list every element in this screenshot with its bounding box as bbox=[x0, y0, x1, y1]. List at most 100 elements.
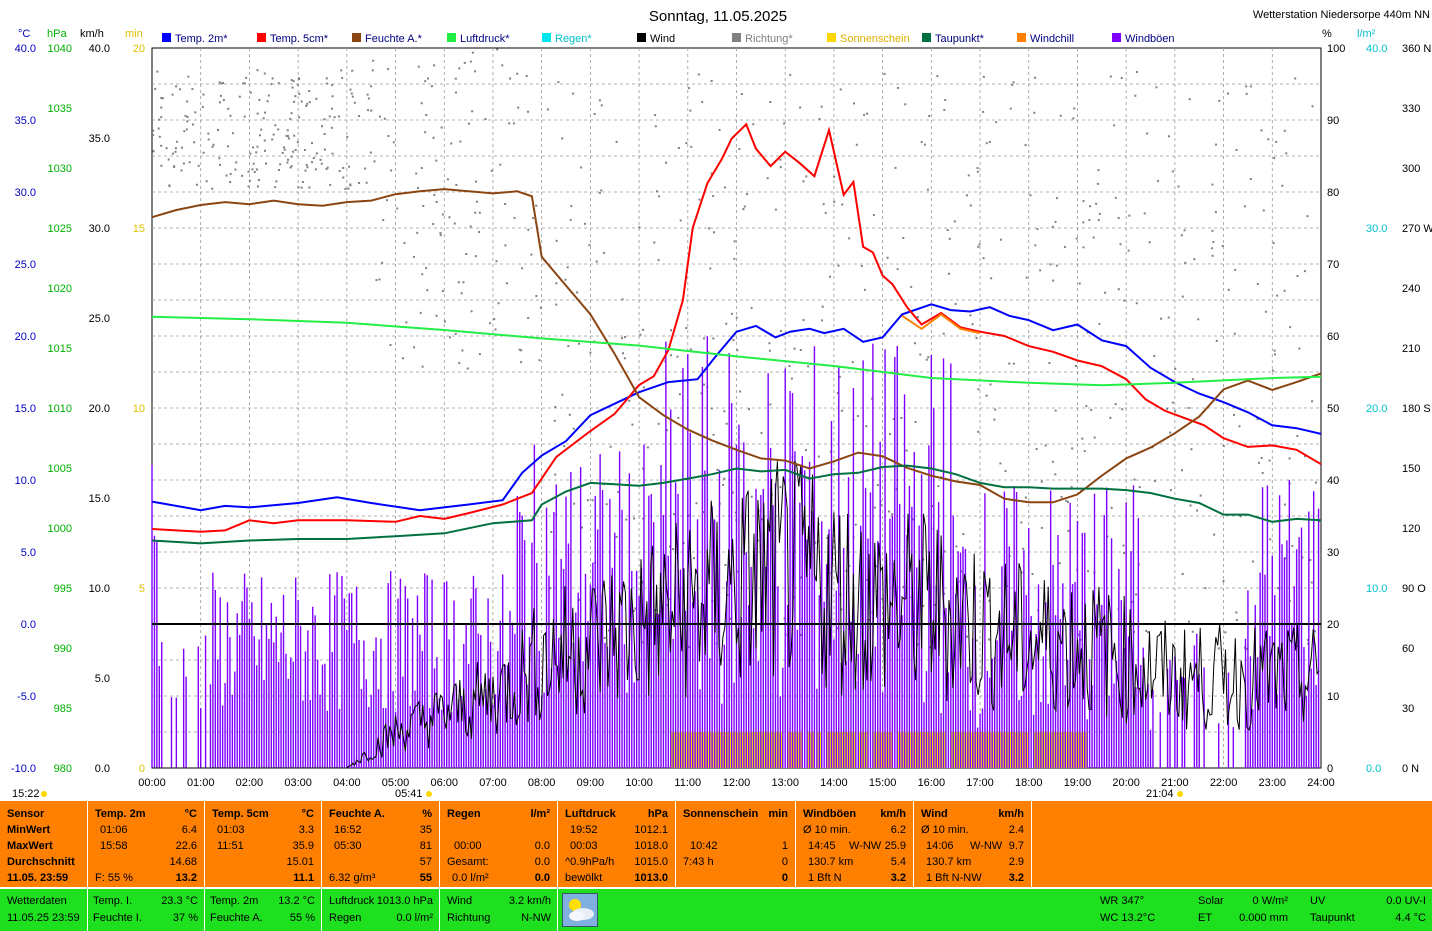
direction-dot bbox=[1249, 85, 1252, 88]
direction-dot bbox=[1077, 633, 1080, 636]
direction-dot bbox=[401, 357, 404, 360]
direction-dot bbox=[854, 523, 857, 526]
current-wind-label: Wind bbox=[447, 895, 473, 907]
y-tick-rain: 30.0 bbox=[1366, 223, 1387, 235]
y-tick-direction: 90 O bbox=[1402, 583, 1426, 595]
direction-dot bbox=[1309, 558, 1312, 561]
direction-dot bbox=[1113, 124, 1116, 127]
stats-wind-header: Wind bbox=[921, 808, 948, 820]
direction-dot bbox=[306, 102, 309, 105]
stats-temp5cm-min: 3.3 bbox=[298, 824, 314, 836]
direction-dot bbox=[247, 170, 250, 173]
stats-temp2m-max-time: 15:58 bbox=[100, 840, 128, 852]
x-tick-label: 05:00 bbox=[382, 777, 410, 789]
y-tick-rain: 20.0 bbox=[1366, 403, 1387, 415]
direction-dot bbox=[700, 392, 703, 395]
direction-dot bbox=[948, 272, 951, 275]
direction-dot bbox=[298, 78, 301, 81]
direction-dot bbox=[985, 394, 988, 397]
direction-dot bbox=[1011, 83, 1014, 86]
direction-dot bbox=[1275, 140, 1278, 143]
x-tick-label: 15:00 bbox=[869, 777, 897, 789]
direction-dot bbox=[570, 205, 573, 208]
legend-swatch bbox=[922, 33, 931, 42]
direction-dot bbox=[1095, 202, 1098, 205]
direction-dot bbox=[1040, 480, 1043, 483]
direction-dot bbox=[712, 231, 715, 234]
direction-dot bbox=[1238, 425, 1241, 428]
direction-dot bbox=[620, 337, 623, 340]
legend-swatch bbox=[447, 33, 456, 42]
direction-dot bbox=[976, 167, 979, 170]
direction-dot bbox=[454, 332, 457, 335]
direction-dot bbox=[1166, 407, 1169, 410]
direction-dot bbox=[484, 117, 487, 120]
direction-dot bbox=[172, 165, 175, 168]
direction-dot bbox=[931, 626, 934, 629]
direction-dot bbox=[1082, 200, 1085, 203]
direction-dot bbox=[475, 200, 478, 203]
direction-dot bbox=[290, 165, 293, 168]
current-uv: 0.0 UV-I bbox=[1386, 895, 1426, 907]
direction-dot bbox=[736, 349, 739, 352]
direction-dot bbox=[807, 365, 810, 368]
direction-dot bbox=[364, 167, 367, 170]
direction-dot bbox=[292, 150, 295, 153]
series-luftdruck- bbox=[151, 315, 1322, 387]
stats-pressure-max: 1018.0 bbox=[634, 840, 668, 852]
direction-dot bbox=[789, 73, 792, 76]
direction-dot bbox=[839, 88, 842, 91]
legend-swatch bbox=[352, 33, 361, 42]
current-hum-outdoor: 55 % bbox=[289, 912, 315, 924]
direction-dot bbox=[392, 141, 395, 144]
direction-dot bbox=[790, 377, 793, 380]
current-dewpoint: 4.4 °C bbox=[1395, 912, 1426, 924]
direction-dot bbox=[598, 191, 601, 194]
direction-dot bbox=[1020, 521, 1023, 524]
direction-dot bbox=[725, 422, 728, 425]
direction-dot bbox=[774, 208, 777, 211]
direction-dot bbox=[296, 141, 299, 144]
stats-rain-total: 0.0 bbox=[534, 856, 550, 868]
direction-dot bbox=[497, 302, 500, 305]
direction-dot bbox=[421, 273, 424, 276]
stats-gust-current: 3.2 bbox=[890, 872, 906, 884]
axis-unit-hpa: hPa bbox=[47, 28, 67, 40]
direction-dot bbox=[546, 108, 549, 111]
direction-dot bbox=[454, 77, 457, 80]
direction-dot bbox=[229, 114, 232, 117]
x-tick-label: 03:00 bbox=[284, 777, 312, 789]
direction-dot bbox=[642, 386, 645, 389]
direction-dot bbox=[793, 596, 796, 599]
stats-wind-bft: 1 Bft N-NW bbox=[926, 872, 982, 884]
y-tick-pressure: 995 bbox=[54, 583, 72, 595]
y-tick-humidity: 10 bbox=[1327, 691, 1339, 703]
stats-temp5cm-max-time: 11:51 bbox=[217, 840, 244, 852]
current-solar-label: Solar bbox=[1198, 895, 1224, 907]
direction-dot bbox=[841, 203, 844, 206]
direction-dot bbox=[320, 162, 323, 165]
current-temp2m: 13.2 °C bbox=[278, 895, 315, 907]
legend-label: Temp. 5cm* bbox=[270, 33, 329, 45]
direction-dot bbox=[603, 636, 606, 639]
direction-dot bbox=[1177, 185, 1180, 188]
direction-dot bbox=[692, 557, 695, 560]
direction-dot bbox=[378, 115, 381, 118]
direction-dot bbox=[1311, 105, 1314, 108]
direction-dot bbox=[290, 79, 293, 82]
direction-dot bbox=[1260, 456, 1263, 459]
direction-dot bbox=[1146, 631, 1149, 634]
stats-sun-time: 10:42 bbox=[690, 840, 718, 852]
stats-pressure-max-time: 00:03 bbox=[570, 840, 598, 852]
direction-dot bbox=[165, 147, 168, 150]
direction-dot bbox=[723, 410, 726, 413]
direction-dot bbox=[248, 179, 251, 182]
y-tick-temp: 10.0 bbox=[15, 475, 36, 487]
direction-dot bbox=[338, 115, 341, 118]
direction-dot bbox=[291, 86, 294, 89]
stats-wind-avg: 2.9 bbox=[1008, 856, 1024, 868]
direction-dot bbox=[202, 93, 205, 96]
y-tick-temp: -10.0 bbox=[11, 763, 36, 775]
direction-dot bbox=[1187, 406, 1190, 409]
direction-dot bbox=[1273, 157, 1276, 160]
